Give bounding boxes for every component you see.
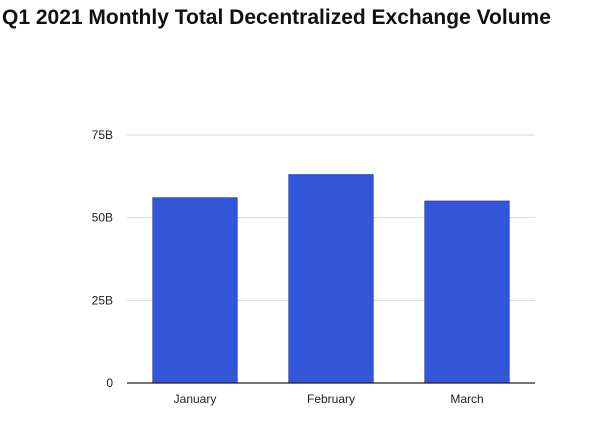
y-tick-label: 75B: [92, 128, 113, 142]
bar-january: [152, 197, 238, 384]
bar-february: [288, 174, 374, 384]
y-tick-label: 25B: [92, 293, 113, 307]
x-axis-labels: January February March: [174, 392, 484, 406]
x-tick-label: January: [174, 392, 217, 406]
y-axis-ticks: 0 25B 50B 75B: [92, 128, 114, 390]
x-tick-label: February: [307, 392, 355, 406]
chart-title: Q1 2021 Monthly Total Decentralized Exch…: [2, 6, 551, 29]
y-tick-label: 0: [106, 376, 113, 390]
x-tick-label: March: [450, 392, 483, 406]
y-tick-label: 50B: [92, 211, 113, 225]
bars: [152, 174, 510, 384]
bar-march: [424, 200, 510, 384]
